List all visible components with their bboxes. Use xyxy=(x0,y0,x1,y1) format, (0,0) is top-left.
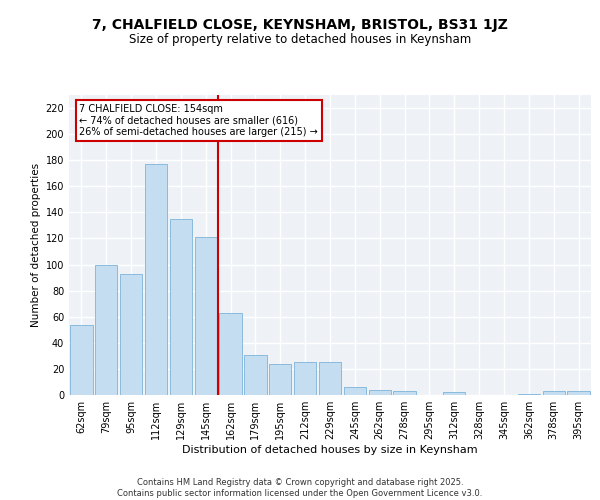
Text: Size of property relative to detached houses in Keynsham: Size of property relative to detached ho… xyxy=(129,32,471,46)
Bar xyxy=(70,324,92,395)
Bar xyxy=(443,392,466,395)
Bar xyxy=(518,394,540,395)
Bar xyxy=(542,391,565,395)
Bar xyxy=(368,390,391,395)
Bar xyxy=(194,237,217,395)
Text: 7, CHALFIELD CLOSE, KEYNSHAM, BRISTOL, BS31 1JZ: 7, CHALFIELD CLOSE, KEYNSHAM, BRISTOL, B… xyxy=(92,18,508,32)
Bar xyxy=(170,219,192,395)
Bar xyxy=(394,391,416,395)
Bar xyxy=(269,364,292,395)
Bar xyxy=(95,264,118,395)
Bar xyxy=(220,313,242,395)
Bar xyxy=(344,387,366,395)
Bar xyxy=(319,362,341,395)
Text: Contains HM Land Registry data © Crown copyright and database right 2025.
Contai: Contains HM Land Registry data © Crown c… xyxy=(118,478,482,498)
Bar xyxy=(120,274,142,395)
Text: 7 CHALFIELD CLOSE: 154sqm
← 74% of detached houses are smaller (616)
26% of semi: 7 CHALFIELD CLOSE: 154sqm ← 74% of detac… xyxy=(79,104,318,137)
X-axis label: Distribution of detached houses by size in Keynsham: Distribution of detached houses by size … xyxy=(182,445,478,455)
Bar xyxy=(244,354,266,395)
Bar xyxy=(568,391,590,395)
Bar xyxy=(294,362,316,395)
Bar xyxy=(145,164,167,395)
Y-axis label: Number of detached properties: Number of detached properties xyxy=(31,163,41,327)
